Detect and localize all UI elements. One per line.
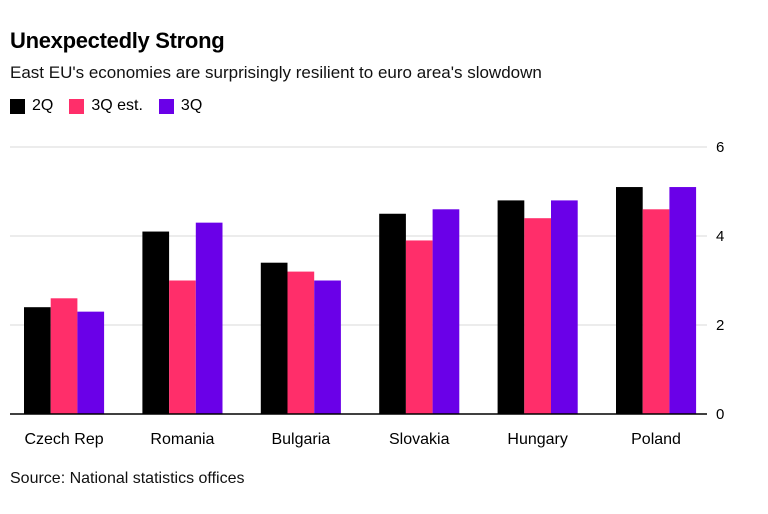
x-tick-label-romania: Romania	[150, 431, 214, 448]
y-tick-label-6: 6	[716, 139, 724, 156]
bar-czech-rep-2q	[24, 307, 51, 414]
bars	[24, 187, 697, 414]
chart-title: Unexpectedly Strong	[10, 28, 225, 53]
legend-item-2q: 2Q	[10, 97, 53, 115]
legend-label-3q: 3Q	[180, 97, 203, 114]
x-tick-label-czech-rep: Czech Rep	[24, 431, 103, 448]
bar-hungary-2q	[497, 200, 525, 414]
x-tick-label-poland: Poland	[631, 431, 681, 448]
chart-subtitle: East EU's economies are surprisingly res…	[10, 63, 542, 82]
bar-romania-3q	[195, 222, 223, 414]
legend-swatch-2q	[10, 98, 25, 114]
legend-item-3q-est: 3Q est.	[69, 97, 143, 115]
bar-poland-2q	[616, 187, 643, 414]
bar-poland-3q	[669, 187, 697, 414]
legend-swatch-3q-est	[69, 98, 85, 114]
legend-item-3q: 3Q	[158, 97, 203, 115]
bar-czech-rep-3q	[77, 311, 105, 414]
bar-czech-rep-3q-est	[50, 298, 78, 414]
bar-poland-3q-est	[642, 209, 670, 414]
bar-hungary-3q-est	[524, 218, 551, 414]
legend-label-3q-est: 3Q est.	[91, 97, 143, 114]
bar-bulgaria-2q	[260, 262, 288, 414]
gridlines	[10, 146, 707, 326]
legend-swatch-3q	[158, 98, 174, 114]
source-note: Source: National statistics offices	[10, 470, 245, 487]
bar-hungary-3q	[551, 200, 578, 414]
bar-romania-2q	[142, 231, 170, 414]
bar-slovakia-2q	[379, 213, 406, 414]
x-tick-label-bulgaria: Bulgaria	[271, 431, 330, 448]
y-tick-label-0: 0	[716, 406, 724, 423]
y-tick-label-4: 4	[716, 228, 724, 245]
bar-slovakia-3q-est	[405, 240, 433, 414]
axes: 0 2 4 6 Czech Rep Romania Bulgaria Slovakia Hung…	[10, 139, 724, 448]
bar-bulgaria-3q	[314, 280, 341, 414]
legend: 2Q 3Q est. 3Q	[10, 96, 218, 116]
bar-slovakia-3q	[432, 209, 460, 414]
bar-bulgaria-3q-est	[287, 271, 315, 414]
x-tick-label-hungary: Hungary	[507, 431, 567, 448]
y-tick-label-2: 2	[716, 317, 724, 334]
bar-romania-3q-est	[169, 280, 196, 414]
legend-label-2q: 2Q	[32, 97, 54, 114]
x-tick-label-slovakia: Slovakia	[389, 431, 450, 448]
